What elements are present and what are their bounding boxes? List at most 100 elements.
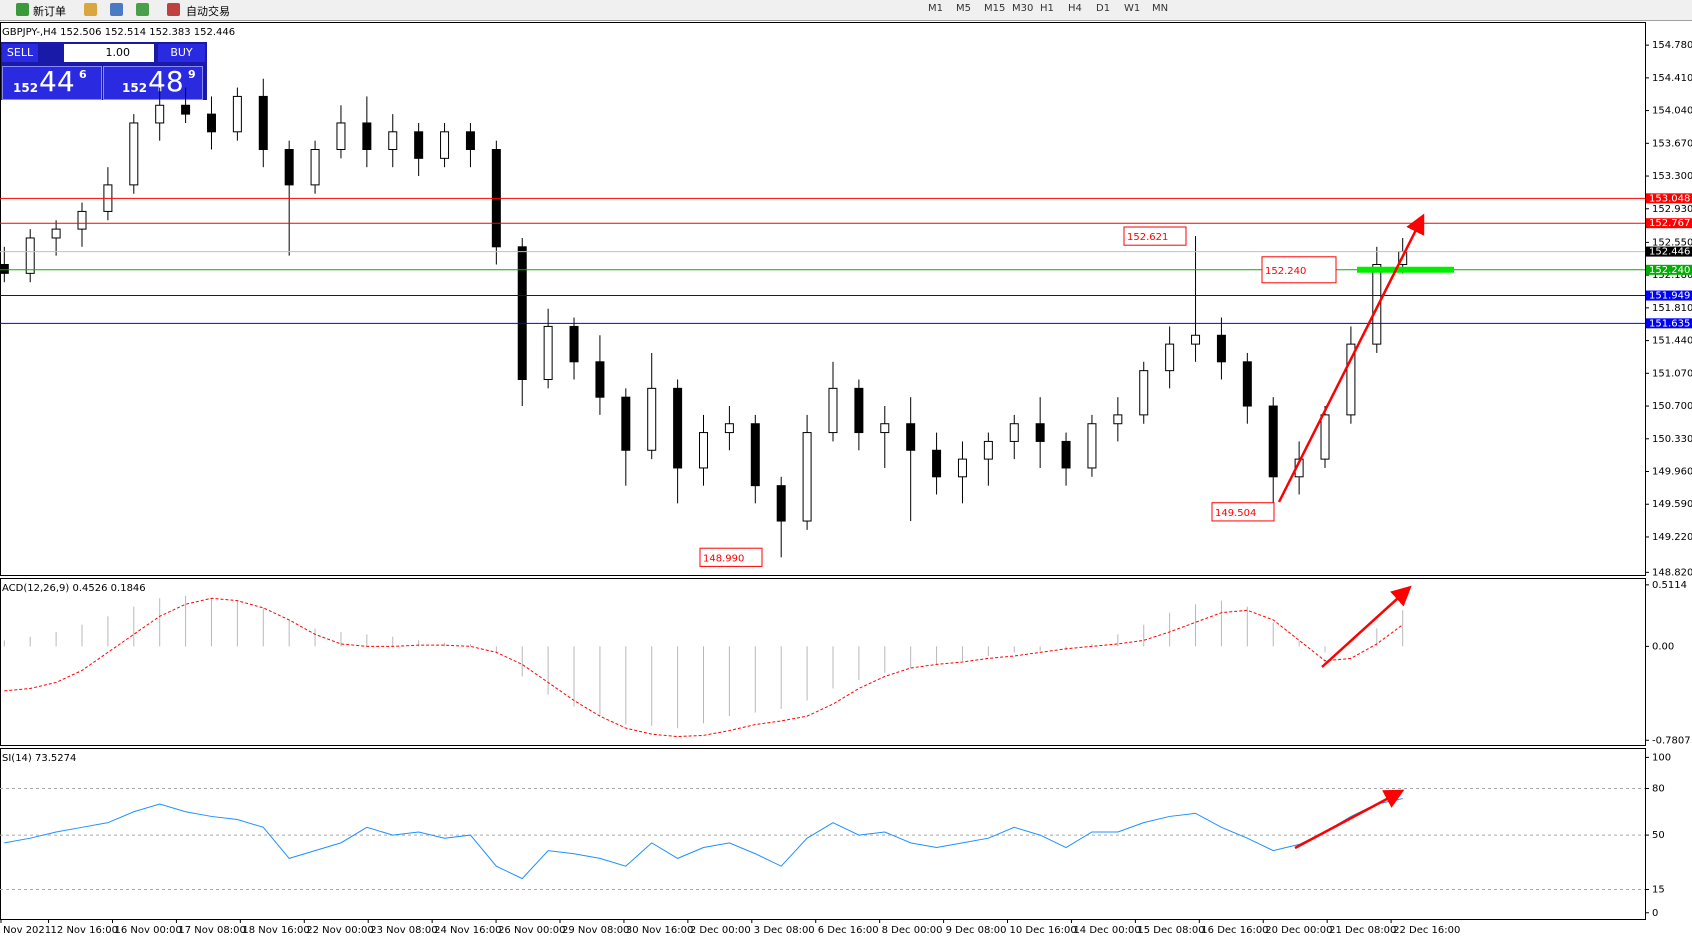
indicator-title: GBPJPY-,H4 152.506 152.514 152.383 152.4… xyxy=(2,27,235,38)
icon xyxy=(136,3,149,16)
bid-main: 44 xyxy=(39,65,75,98)
x-tick-label: 9 Dec 08:00 xyxy=(946,925,1007,936)
y-tick-label: 151.810 xyxy=(1652,303,1692,314)
candle-body xyxy=(828,387,838,434)
y-tick-label: 150.700 xyxy=(1652,401,1692,412)
candle-body xyxy=(232,95,242,133)
y-tick-label: -0.7807 xyxy=(1652,735,1691,746)
candle-body xyxy=(1061,440,1071,469)
lots-input[interactable]: 1.00 xyxy=(64,44,154,62)
y-tick-label: 152.930 xyxy=(1652,204,1692,215)
y-tick-label: 148.820 xyxy=(1652,567,1692,578)
candle-body xyxy=(25,237,35,274)
price-label-box xyxy=(1646,193,1692,204)
candle-body xyxy=(181,104,191,115)
candle-body xyxy=(1191,334,1201,345)
timeframe-button[interactable]: W1 xyxy=(1124,3,1141,14)
candle-body xyxy=(569,325,579,363)
candle-body xyxy=(1242,361,1252,407)
ask-big: 152 xyxy=(122,81,148,95)
x-tick-label: 14 Dec 00:00 xyxy=(1073,925,1140,936)
x-tick-label: 16 Nov 00:00 xyxy=(114,925,181,936)
candle-body xyxy=(440,131,450,159)
timeframe-button[interactable]: M1 xyxy=(928,3,943,14)
candle-body xyxy=(1009,423,1019,442)
price-label-box xyxy=(1646,246,1692,257)
ask-small: 9 xyxy=(188,68,196,81)
x-tick-label: 21 Dec 08:00 xyxy=(1329,925,1396,936)
price-label: 151.949 xyxy=(1649,291,1690,302)
rsi-line xyxy=(4,798,1403,880)
y-tick-label: 152.550 xyxy=(1652,237,1692,248)
auto-trading-button[interactable]: 自动交易 xyxy=(186,5,230,18)
y-tick-label: 15 xyxy=(1652,884,1665,895)
candle-body xyxy=(880,423,890,434)
candle-body xyxy=(1139,370,1149,416)
candle-body xyxy=(1268,405,1278,478)
y-tick-label: 0 xyxy=(1652,908,1658,919)
candle-body xyxy=(1113,414,1123,425)
annotation-box xyxy=(1211,502,1275,522)
icon xyxy=(167,3,180,16)
price-label-box xyxy=(1646,318,1692,329)
icon xyxy=(16,3,29,16)
candle-body xyxy=(310,149,320,186)
bid-small: 6 xyxy=(79,68,87,81)
y-tick-label: 154.040 xyxy=(1652,106,1692,117)
x-tick-label: 2 Dec 00:00 xyxy=(690,925,751,936)
price-label: 153.048 xyxy=(1649,193,1690,204)
price-label-box xyxy=(1646,218,1692,229)
y-tick-label: 150.330 xyxy=(1652,434,1692,445)
chart: GBPJPY-,H4 152.506 152.514 152.383 152.4… xyxy=(0,22,1692,936)
trend-arrow xyxy=(1321,585,1412,668)
new-order-button[interactable]: 新订单 xyxy=(33,5,66,18)
sell-button[interactable]: SELL xyxy=(2,44,38,62)
y-tick-label: 151.440 xyxy=(1652,336,1692,347)
candle-body xyxy=(1216,334,1226,363)
candle-body xyxy=(414,131,424,159)
candle-body xyxy=(802,432,812,522)
timeframe-button[interactable]: MN xyxy=(1152,3,1169,14)
x-tick-label: 8 Dec 00:00 xyxy=(882,925,943,936)
x-tick-label: 16 Dec 16:00 xyxy=(1201,925,1268,936)
icon xyxy=(110,3,123,16)
candle-body xyxy=(776,485,786,522)
timeframe-button[interactable]: H4 xyxy=(1068,3,1082,14)
y-tick-label: 151.070 xyxy=(1652,368,1692,379)
panel-frame xyxy=(0,22,1646,576)
timeframe-button[interactable]: M5 xyxy=(956,3,971,14)
y-tick-label: 149.590 xyxy=(1652,499,1692,510)
x-tick-label: 22 Dec 16:00 xyxy=(1393,925,1460,936)
candle-body xyxy=(155,104,165,124)
indicator-title: ACD(12,26,9) 0.4526 0.1846 xyxy=(2,583,146,594)
annotation-box xyxy=(1123,226,1187,246)
candle-body xyxy=(1165,343,1175,372)
candle-body xyxy=(1372,264,1382,345)
toolbar: 新订单 自动交易 M1 M5 M15 M30 H1 H4 D1 W1 MN xyxy=(0,0,1692,21)
y-tick-label: 154.780 xyxy=(1652,40,1692,51)
candle-body xyxy=(724,423,734,434)
x-tick-label: 18 Nov 16:00 xyxy=(242,925,309,936)
annotation-label: 152.240 xyxy=(1265,266,1306,277)
candle-body xyxy=(983,440,993,460)
signal-line xyxy=(4,597,1403,738)
x-tick-label: 17 Nov 08:00 xyxy=(178,925,245,936)
candle-body xyxy=(1320,414,1330,460)
candle-body xyxy=(51,228,61,239)
annotation-box xyxy=(699,547,763,567)
price-label: 151.635 xyxy=(1649,318,1690,329)
annotation-label: 149.504 xyxy=(1215,508,1256,519)
price-label-box xyxy=(1646,264,1692,275)
candle-body xyxy=(517,246,527,380)
x-tick-label: 22 Nov 00:00 xyxy=(306,925,373,936)
timeframe-button[interactable]: H1 xyxy=(1040,3,1054,14)
candle-body xyxy=(1346,343,1356,416)
candle-body xyxy=(673,387,683,469)
timeframe-button[interactable]: M15 xyxy=(984,3,1006,14)
buy-button[interactable]: BUY xyxy=(158,44,205,62)
y-tick-label: 154.410 xyxy=(1652,73,1692,84)
timeframe-button[interactable]: D1 xyxy=(1096,3,1111,14)
candle-body xyxy=(0,264,9,274)
x-tick-label: 26 Nov 00:00 xyxy=(498,925,565,936)
timeframe-button[interactable]: M30 xyxy=(1012,3,1034,14)
